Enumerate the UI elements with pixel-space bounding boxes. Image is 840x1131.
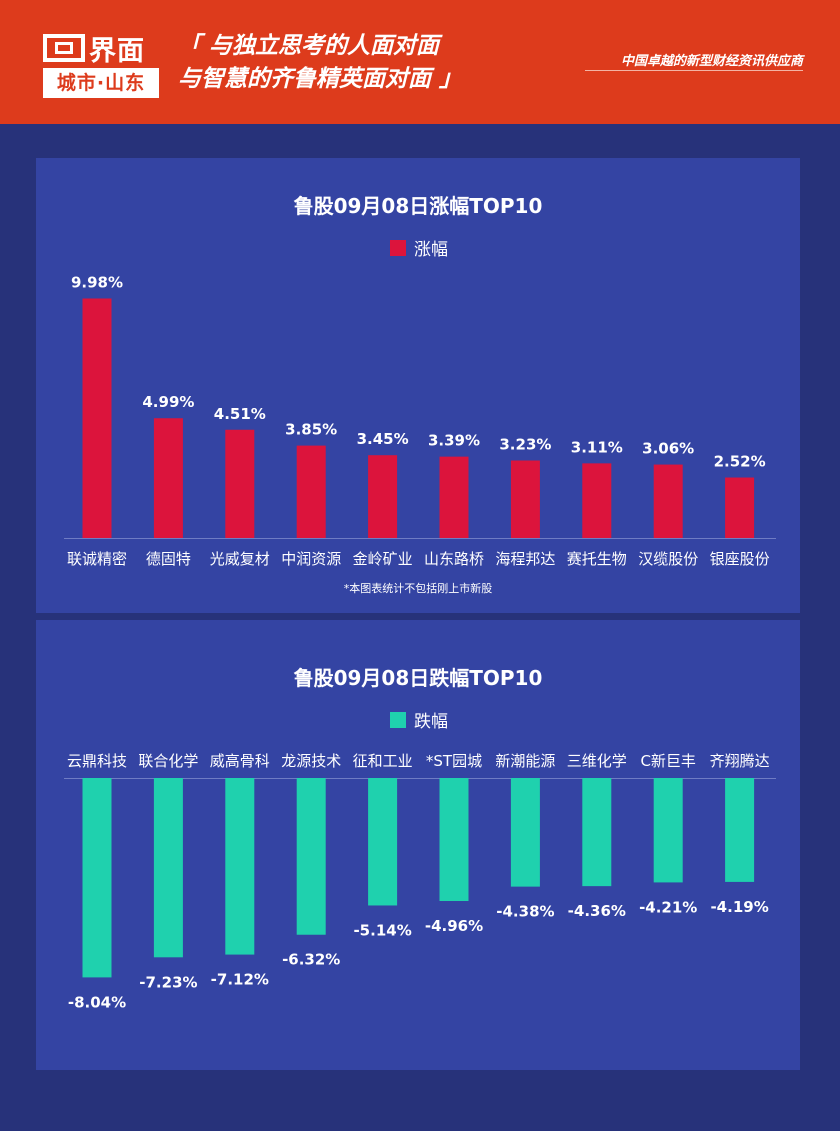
category-label: 中润资源: [281, 550, 341, 568]
tagline: 中国卓越的新型财经资讯供应商: [620, 54, 803, 69]
bar: [439, 456, 469, 538]
chart-title: 鲁股09月08日跌幅TOP10: [294, 666, 543, 690]
bar: [653, 464, 683, 538]
loss-chart-panel: 鲁股09月08日跌幅TOP10 跌幅云鼎科技 联合化学 威高骨科 龙源技术 征和工业 *ST…: [36, 620, 800, 1070]
data-label: 3.06%: [642, 440, 694, 458]
data-label: 3.23%: [499, 435, 551, 453]
data-label: 9.98%: [71, 273, 123, 291]
brand-logo: 界面 城市·山东: [43, 30, 159, 98]
gain-chart-panel: 鲁股09月08日涨幅TOP10 涨幅 9.98% 联诚精密 4.99% 德固特 4.51% 光…: [36, 158, 800, 613]
bar: [510, 778, 540, 887]
data-label: -7.23%: [139, 973, 197, 991]
bar: [153, 418, 183, 538]
category-label: 山东路桥: [424, 550, 484, 568]
data-label: 4.99%: [142, 393, 194, 411]
gain-chart: 鲁股09月08日涨幅TOP10 涨幅 9.98% 联诚精密 4.99% 德固特 4.51% 光…: [64, 194, 776, 595]
legend-swatch: [390, 240, 406, 256]
category-label: 三维化学: [567, 752, 627, 770]
category-label: 龙源技术: [281, 752, 341, 770]
header-banner: 界面 城市·山东 「 与独立思考的人面对面 与智慧的齐鲁精英面对面 」 中国卓越…: [0, 0, 840, 124]
bar: [582, 463, 612, 538]
chart-title: 鲁股09月08日涨幅TOP10: [294, 194, 543, 218]
slogan: 「 与独立思考的人面对面 与智慧的齐鲁精英面对面 」: [178, 30, 508, 96]
bar: [296, 445, 326, 538]
category-label: 银座股份: [710, 550, 770, 568]
bar: [296, 778, 326, 935]
data-label: 3.11%: [571, 438, 623, 456]
bar: [225, 429, 255, 538]
data-label: -4.19%: [710, 898, 768, 916]
data-label: -4.36%: [568, 902, 626, 920]
bar: [725, 778, 755, 882]
slogan-line-1: 「 与独立思考的人面对面: [178, 33, 440, 59]
category-label: 联诚精密: [67, 550, 127, 568]
data-label: 4.51%: [214, 405, 266, 423]
bar: [82, 778, 112, 978]
data-label: 3.85%: [285, 421, 337, 439]
bar: [439, 778, 469, 902]
category-label: 征和工业: [353, 752, 413, 770]
data-label: 2.52%: [714, 453, 766, 471]
category-label: 联合化学: [138, 752, 198, 770]
category-label: *ST园城: [426, 752, 482, 770]
data-label: 3.39%: [428, 432, 480, 450]
tagline-divider: [585, 70, 803, 71]
data-label: -8.04%: [68, 993, 126, 1011]
data-label: -6.32%: [282, 951, 340, 969]
data-label: 3.45%: [357, 430, 409, 448]
category-label: 汉缆股份: [638, 550, 698, 568]
bar: [510, 460, 540, 538]
category-label: 金岭矿业: [353, 550, 413, 568]
legend-label: 跌幅: [414, 712, 448, 732]
data-label: -4.38%: [496, 903, 554, 921]
bar: [153, 778, 183, 958]
category-label: C新巨丰: [640, 752, 695, 770]
category-label: 新潮能源: [495, 752, 555, 770]
brand-sub: 城市·山东: [43, 68, 159, 98]
category-label: 德固特: [146, 550, 191, 568]
legend-swatch: [390, 712, 406, 728]
bar: [368, 778, 398, 906]
bar: [368, 455, 398, 538]
brand-name: 界面: [89, 35, 145, 67]
category-label: 光威复材: [210, 550, 270, 568]
slogan-line-2: 与智慧的齐鲁精英面对面 」: [178, 66, 463, 92]
bar: [582, 778, 612, 887]
category-label: 云鼎科技: [67, 752, 127, 770]
category-label: 赛托生物: [567, 550, 627, 568]
data-label: -4.21%: [639, 898, 697, 916]
chart-note: *本图表统计不包括刚上市新股: [344, 581, 493, 595]
category-label: 海程邦达: [495, 550, 555, 568]
legend-label: 涨幅: [414, 240, 448, 260]
category-label: 齐翔腾达: [710, 752, 770, 770]
bar: [725, 477, 755, 538]
data-label: -7.12%: [211, 971, 269, 989]
data-label: -4.96%: [425, 917, 483, 935]
bar: [225, 778, 255, 955]
data-label: -5.14%: [353, 921, 411, 939]
bar: [82, 298, 112, 538]
brand-mark-icon: [43, 34, 85, 62]
bar: [653, 778, 683, 883]
category-label: 威高骨科: [210, 752, 270, 770]
